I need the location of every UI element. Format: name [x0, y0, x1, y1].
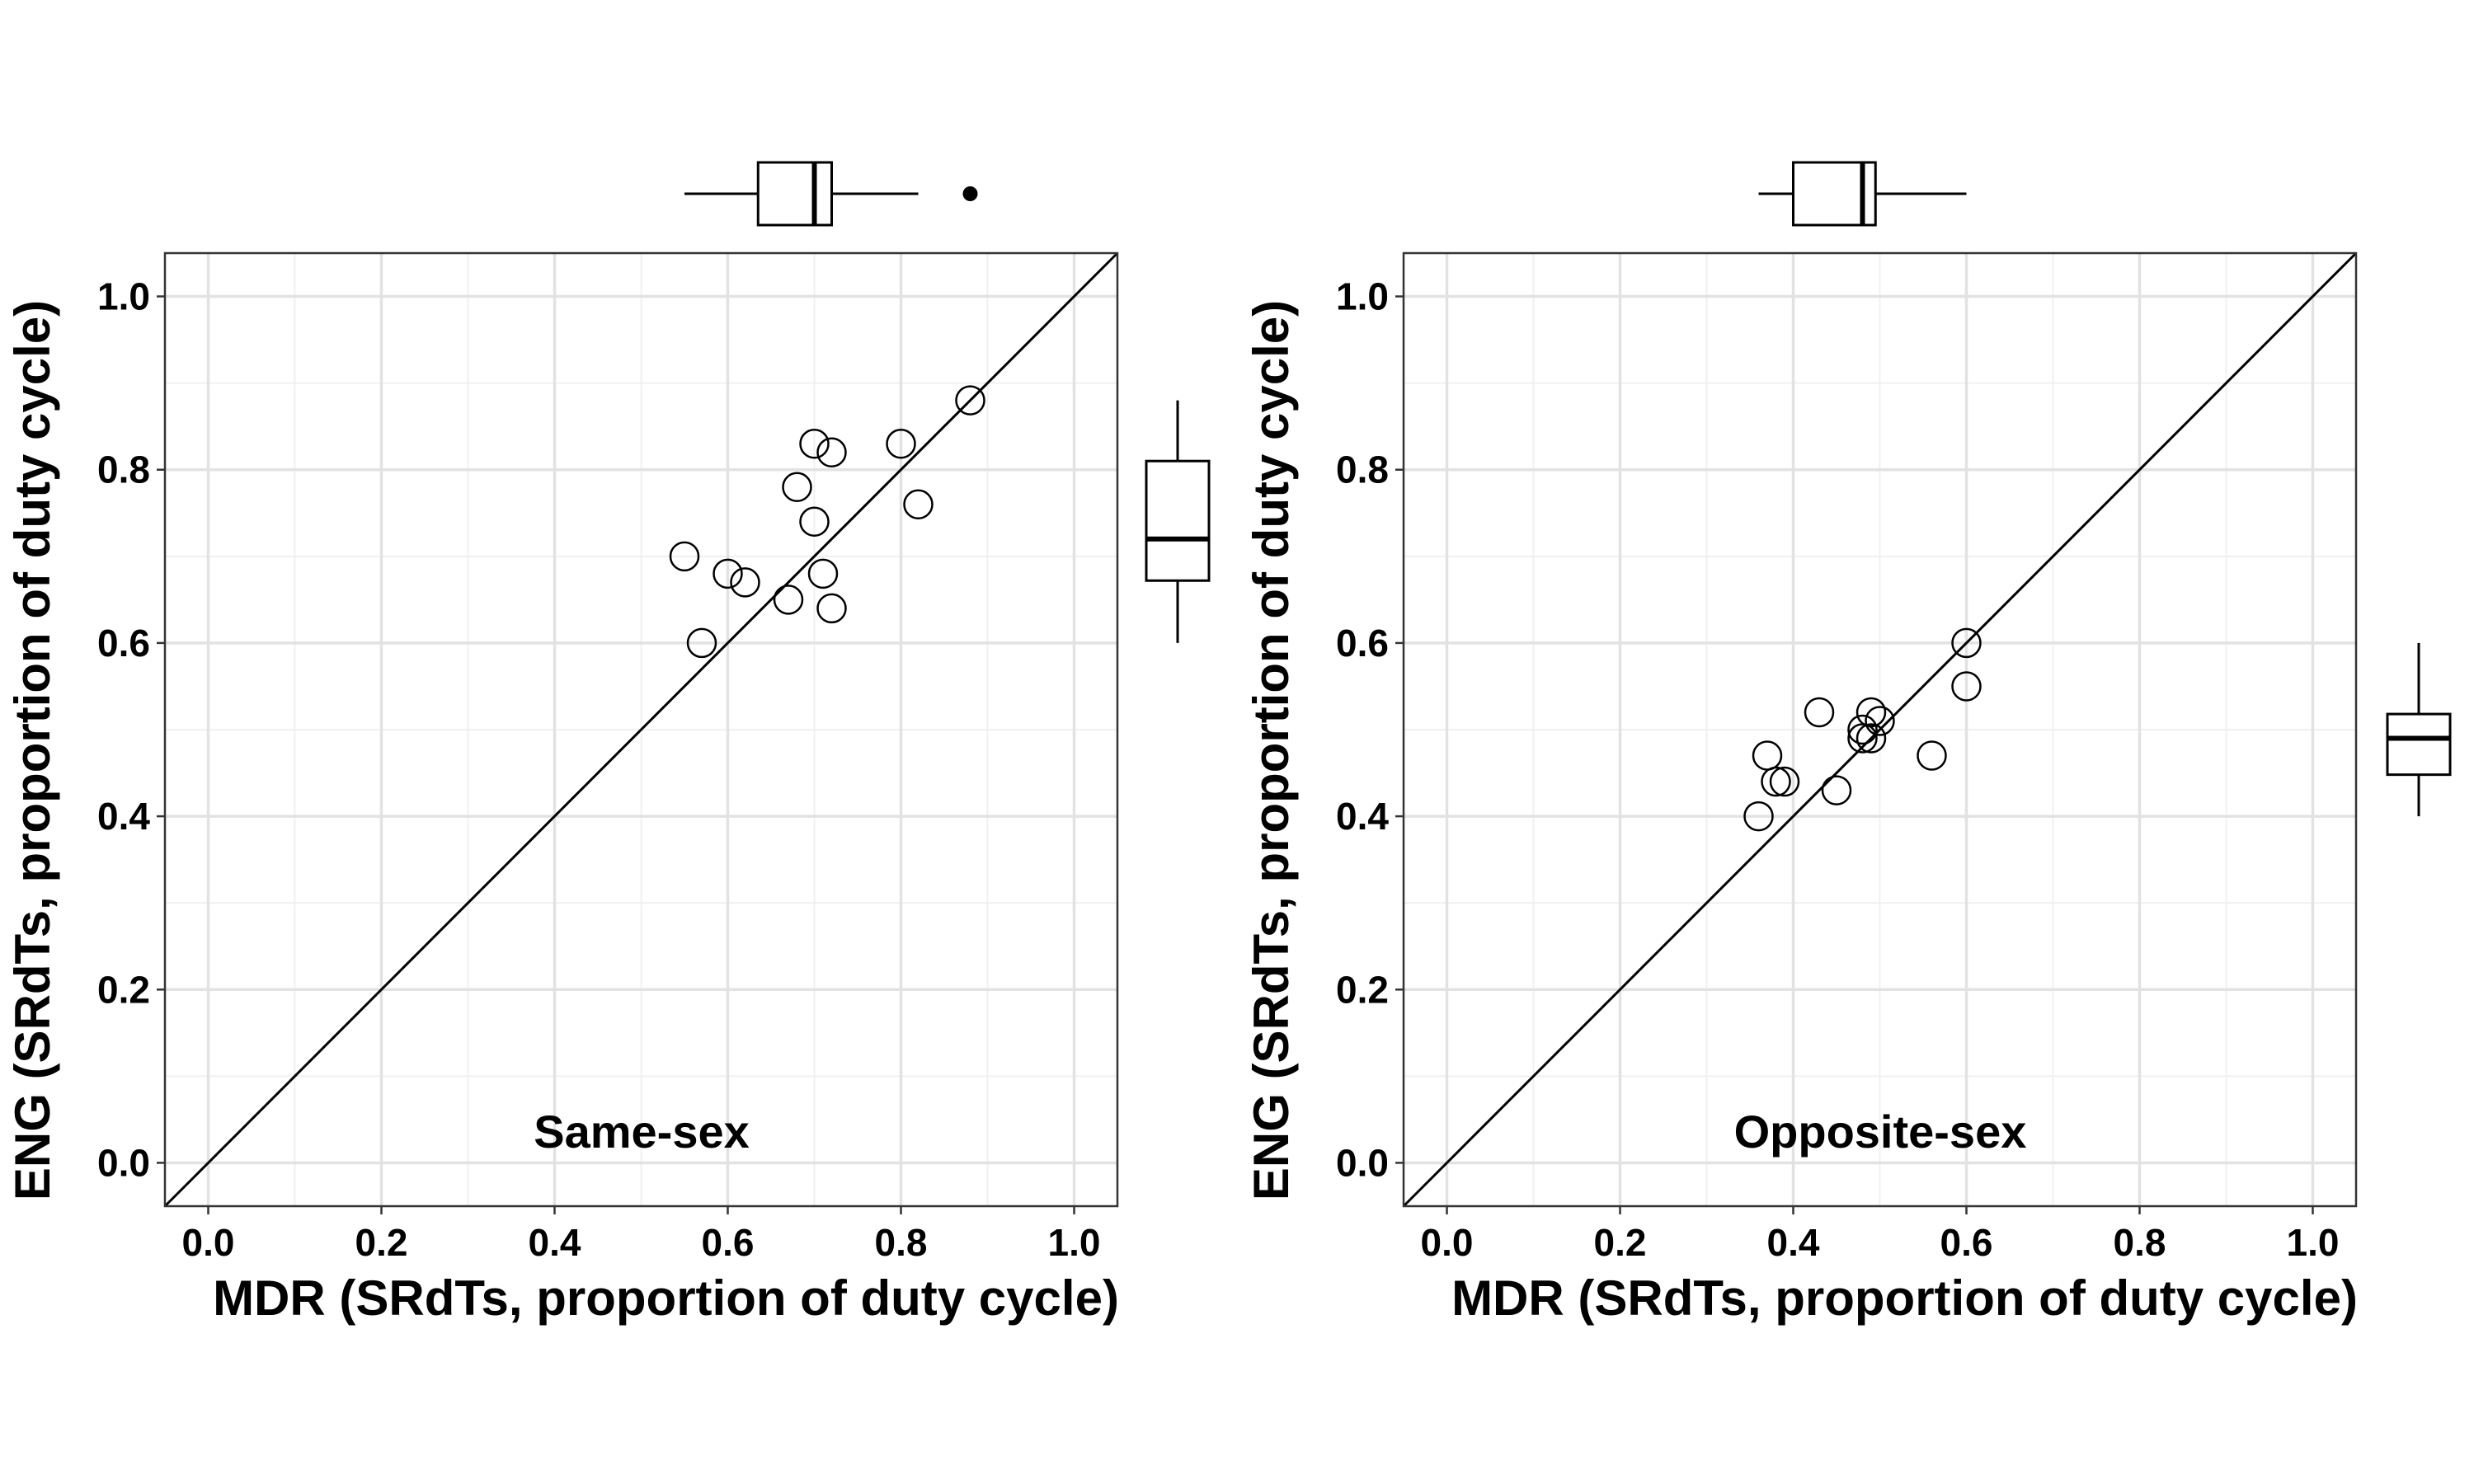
data-point-14	[955, 385, 985, 416]
plot-border	[163, 251, 1119, 1208]
y-axis-title: ENG (SRdTs, proportion of duty cycle)	[1244, 300, 1299, 1200]
reference-line	[1402, 251, 2358, 1208]
x-tick-label: 0.2	[1594, 1221, 1647, 1264]
data-point-14	[1951, 671, 1982, 702]
y-tick-label: 0.0	[1336, 1141, 1389, 1184]
y-tick-label: 0.8	[97, 448, 150, 491]
data-point-1	[669, 541, 700, 572]
x-tick-label: 0.0	[182, 1221, 235, 1264]
x-box-body	[756, 161, 833, 227]
data-point-13	[903, 489, 934, 520]
x-tick-label: 0.6	[1940, 1221, 1993, 1264]
x-tick-label: 0.2	[355, 1221, 408, 1264]
panel-label: Same-sex	[534, 1106, 750, 1158]
panel-1: 0.0 0.2 0.4 0.6 0.8 1.0 0.0 0.2 0.4 0.6 0.8 1.0 MDR …	[5, 161, 1211, 1326]
y-tick-label: 0.4	[97, 795, 150, 838]
y-tick-label: 0.4	[1336, 795, 1389, 838]
reference-line	[163, 251, 1119, 1208]
x-tick-label: 0.4	[1767, 1221, 1820, 1264]
data-point-3	[1761, 766, 1791, 797]
data-point-10	[816, 437, 847, 467]
data-point-1	[1743, 801, 1774, 832]
data-point-6	[782, 472, 812, 502]
data-point-2	[686, 627, 717, 659]
y-marginal-boxplot	[1145, 400, 1211, 643]
y-tick-label: 0.6	[1336, 622, 1389, 665]
x-axis-title: MDR (SRdTs, proportion of duty cycle)	[213, 1270, 1119, 1326]
data-point-2	[1752, 740, 1783, 771]
y-tick-label: 0.6	[97, 622, 150, 665]
data-point-4	[730, 567, 760, 598]
y-box-body	[2386, 712, 2452, 777]
x-marginal-boxplot	[1758, 161, 1967, 227]
data-point-9	[1856, 697, 1887, 728]
x-tick-label: 1.0	[2287, 1221, 2340, 1264]
data-point-8	[799, 506, 830, 538]
x-tick-label: 0.6	[702, 1221, 755, 1264]
panel-2: 0.0 0.2 0.4 0.6 0.8 1.0 0.0 0.2 0.4 0.6 0.8 1.0 MDR …	[1244, 161, 2452, 1326]
y-tick-label: 0.2	[1336, 968, 1389, 1011]
x-tick-label: 0.0	[1421, 1221, 1474, 1264]
data-point-3	[713, 558, 743, 589]
y-box-body	[1145, 459, 1211, 582]
x-tick-label: 1.0	[1048, 1221, 1101, 1264]
x-tick-label: 0.8	[2114, 1221, 2166, 1264]
x-marginal-boxplot	[684, 161, 978, 227]
y-axis-title: ENG (SRdTs, proportion of duty cycle)	[5, 300, 60, 1200]
data-point-12	[886, 428, 916, 459]
data-point-5	[1804, 697, 1835, 728]
data-point-12	[1917, 740, 1947, 771]
x-box-outlier	[962, 186, 978, 201]
data-point-10	[1856, 723, 1887, 754]
data-point-6	[1821, 775, 1852, 805]
data-point-9	[807, 558, 839, 589]
y-tick-label: 1.0	[97, 275, 150, 318]
y-tick-label: 0.8	[1336, 448, 1389, 491]
y-tick-label: 1.0	[1336, 275, 1389, 318]
panel-label: Opposite-sex	[1734, 1106, 2027, 1158]
data-point-7	[1847, 714, 1878, 745]
data-point-4	[1769, 766, 1800, 797]
data-point-5	[773, 585, 804, 615]
y-tick-label: 0.0	[97, 1141, 150, 1184]
x-tick-label: 0.4	[529, 1221, 581, 1264]
y-marginal-boxplot	[2386, 642, 2452, 817]
x-axis-title: MDR (SRdTs, proportion of duty cycle)	[1451, 1270, 2358, 1326]
data-point-7	[799, 428, 830, 459]
plot-border	[1402, 251, 2358, 1208]
data-point-11	[1865, 706, 1895, 736]
x-tick-label: 0.8	[875, 1221, 928, 1264]
y-tick-label: 0.2	[97, 968, 150, 1011]
data-point-13	[1951, 627, 1982, 659]
data-point-11	[816, 593, 847, 624]
